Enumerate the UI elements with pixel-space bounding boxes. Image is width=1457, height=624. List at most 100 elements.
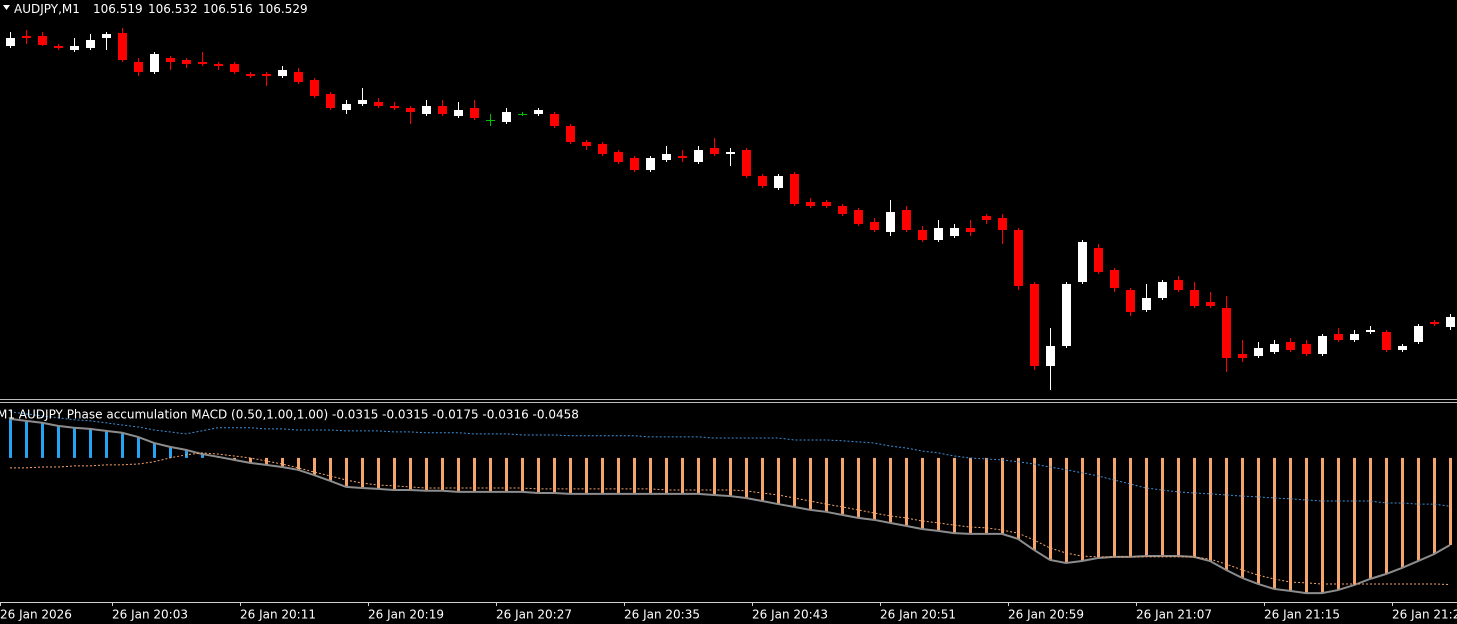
candle-body (1062, 284, 1071, 346)
histogram-bar (1225, 457, 1228, 570)
histogram-bar (73, 427, 76, 458)
candle-body (294, 72, 303, 82)
candle-body (550, 114, 559, 126)
histogram-bar (1321, 457, 1324, 594)
time-label: 26 Jan 20:03 (112, 608, 188, 622)
histogram-bar (601, 457, 604, 494)
histogram-bar (473, 457, 476, 492)
candle-body (790, 174, 799, 204)
header-open: 106.519 (93, 2, 143, 16)
histogram-bar (1161, 457, 1164, 557)
histogram-bar (1241, 457, 1244, 578)
candle-body (1030, 284, 1039, 366)
candle-body (1014, 230, 1023, 286)
candle-body (1270, 344, 1279, 352)
candle-body (1238, 354, 1247, 358)
candle-body (1414, 326, 1423, 342)
histogram-bar (1017, 457, 1020, 539)
time-label: 26 Jan 20:43 (752, 608, 828, 622)
histogram-bar (1145, 457, 1148, 557)
time-label: 26 Jan 21:23 (1392, 608, 1457, 622)
candle-body (854, 210, 863, 224)
candle-body (422, 106, 431, 114)
time-label: 26 Jan 20:35 (624, 608, 700, 622)
histogram-bar (1097, 457, 1100, 558)
candle-body (934, 228, 943, 240)
candle-body (1398, 346, 1407, 350)
candle-body (998, 218, 1007, 230)
candle-body (1382, 332, 1391, 350)
histogram-bar (89, 428, 92, 458)
histogram-bar (185, 449, 188, 458)
histogram-bar (585, 457, 588, 494)
candle-body (262, 74, 271, 76)
candle-body (38, 36, 47, 45)
symbol-menu-arrow[interactable] (3, 5, 10, 10)
candle-body (902, 210, 911, 230)
candle-body (1094, 248, 1103, 272)
histogram-bar (665, 457, 668, 494)
candle-body (774, 176, 783, 188)
histogram-bar (1433, 457, 1436, 555)
candle-body (438, 106, 447, 114)
candle-body (310, 80, 319, 96)
candle-body (358, 100, 367, 104)
candle-body (1302, 344, 1311, 354)
candle-body (406, 108, 415, 112)
histogram-bar (745, 457, 748, 498)
candle-body (982, 216, 991, 220)
histogram-bar (889, 457, 892, 523)
histogram-bar (825, 457, 828, 512)
histogram-bar (953, 457, 956, 534)
histogram-bar (41, 422, 44, 458)
candle-body (886, 212, 895, 232)
histogram-bar (249, 457, 252, 463)
histogram-bar (841, 457, 844, 515)
histogram-bar (1273, 457, 1276, 589)
candle-body (1350, 334, 1359, 340)
histogram-bar (345, 457, 348, 487)
histogram-bar (1401, 457, 1404, 568)
candle-body (1254, 348, 1263, 356)
histogram-bar (777, 457, 780, 505)
time-label: 26 Jan 2026 (0, 608, 72, 622)
candle-body (1046, 346, 1055, 366)
histogram-bar (1065, 457, 1068, 563)
header-low: 106.516 (203, 2, 253, 16)
candle-body (166, 58, 175, 62)
histogram-bar (105, 430, 108, 458)
candle-body (966, 228, 975, 232)
candle-body (1174, 280, 1183, 290)
histogram-bar (857, 457, 860, 518)
candle-body (662, 154, 671, 160)
chart-header: AUDJPY,M1 106.519 106.532 106.516 106.52… (14, 2, 308, 16)
candle-body (246, 74, 255, 76)
time-label: 26 Jan 21:07 (1136, 608, 1212, 622)
candle-body (694, 150, 703, 162)
candle-body (534, 110, 543, 114)
histogram-bar (25, 420, 28, 458)
histogram-bar (1305, 457, 1308, 594)
candle-body (1126, 290, 1135, 312)
histogram-bar (1385, 457, 1388, 575)
candle-body (70, 46, 79, 50)
candle-body (710, 148, 719, 154)
histogram-bar (553, 457, 556, 494)
histogram-bar (409, 457, 412, 490)
histogram-bar (761, 457, 764, 502)
candle-body (630, 158, 639, 170)
candle-body (278, 70, 287, 76)
candle-body (134, 62, 143, 72)
histogram-bar (1193, 457, 1196, 557)
candle-body (518, 114, 527, 115)
symbol-title: AUDJPY,M1 (14, 2, 80, 16)
histogram-bar (1113, 457, 1116, 557)
candle-body (86, 40, 95, 48)
candle-body (470, 108, 479, 118)
candle-body (6, 38, 15, 46)
candle-body (486, 120, 495, 121)
histogram-bar (1209, 457, 1212, 562)
candle-body (1206, 302, 1215, 306)
histogram-bar (393, 457, 396, 490)
